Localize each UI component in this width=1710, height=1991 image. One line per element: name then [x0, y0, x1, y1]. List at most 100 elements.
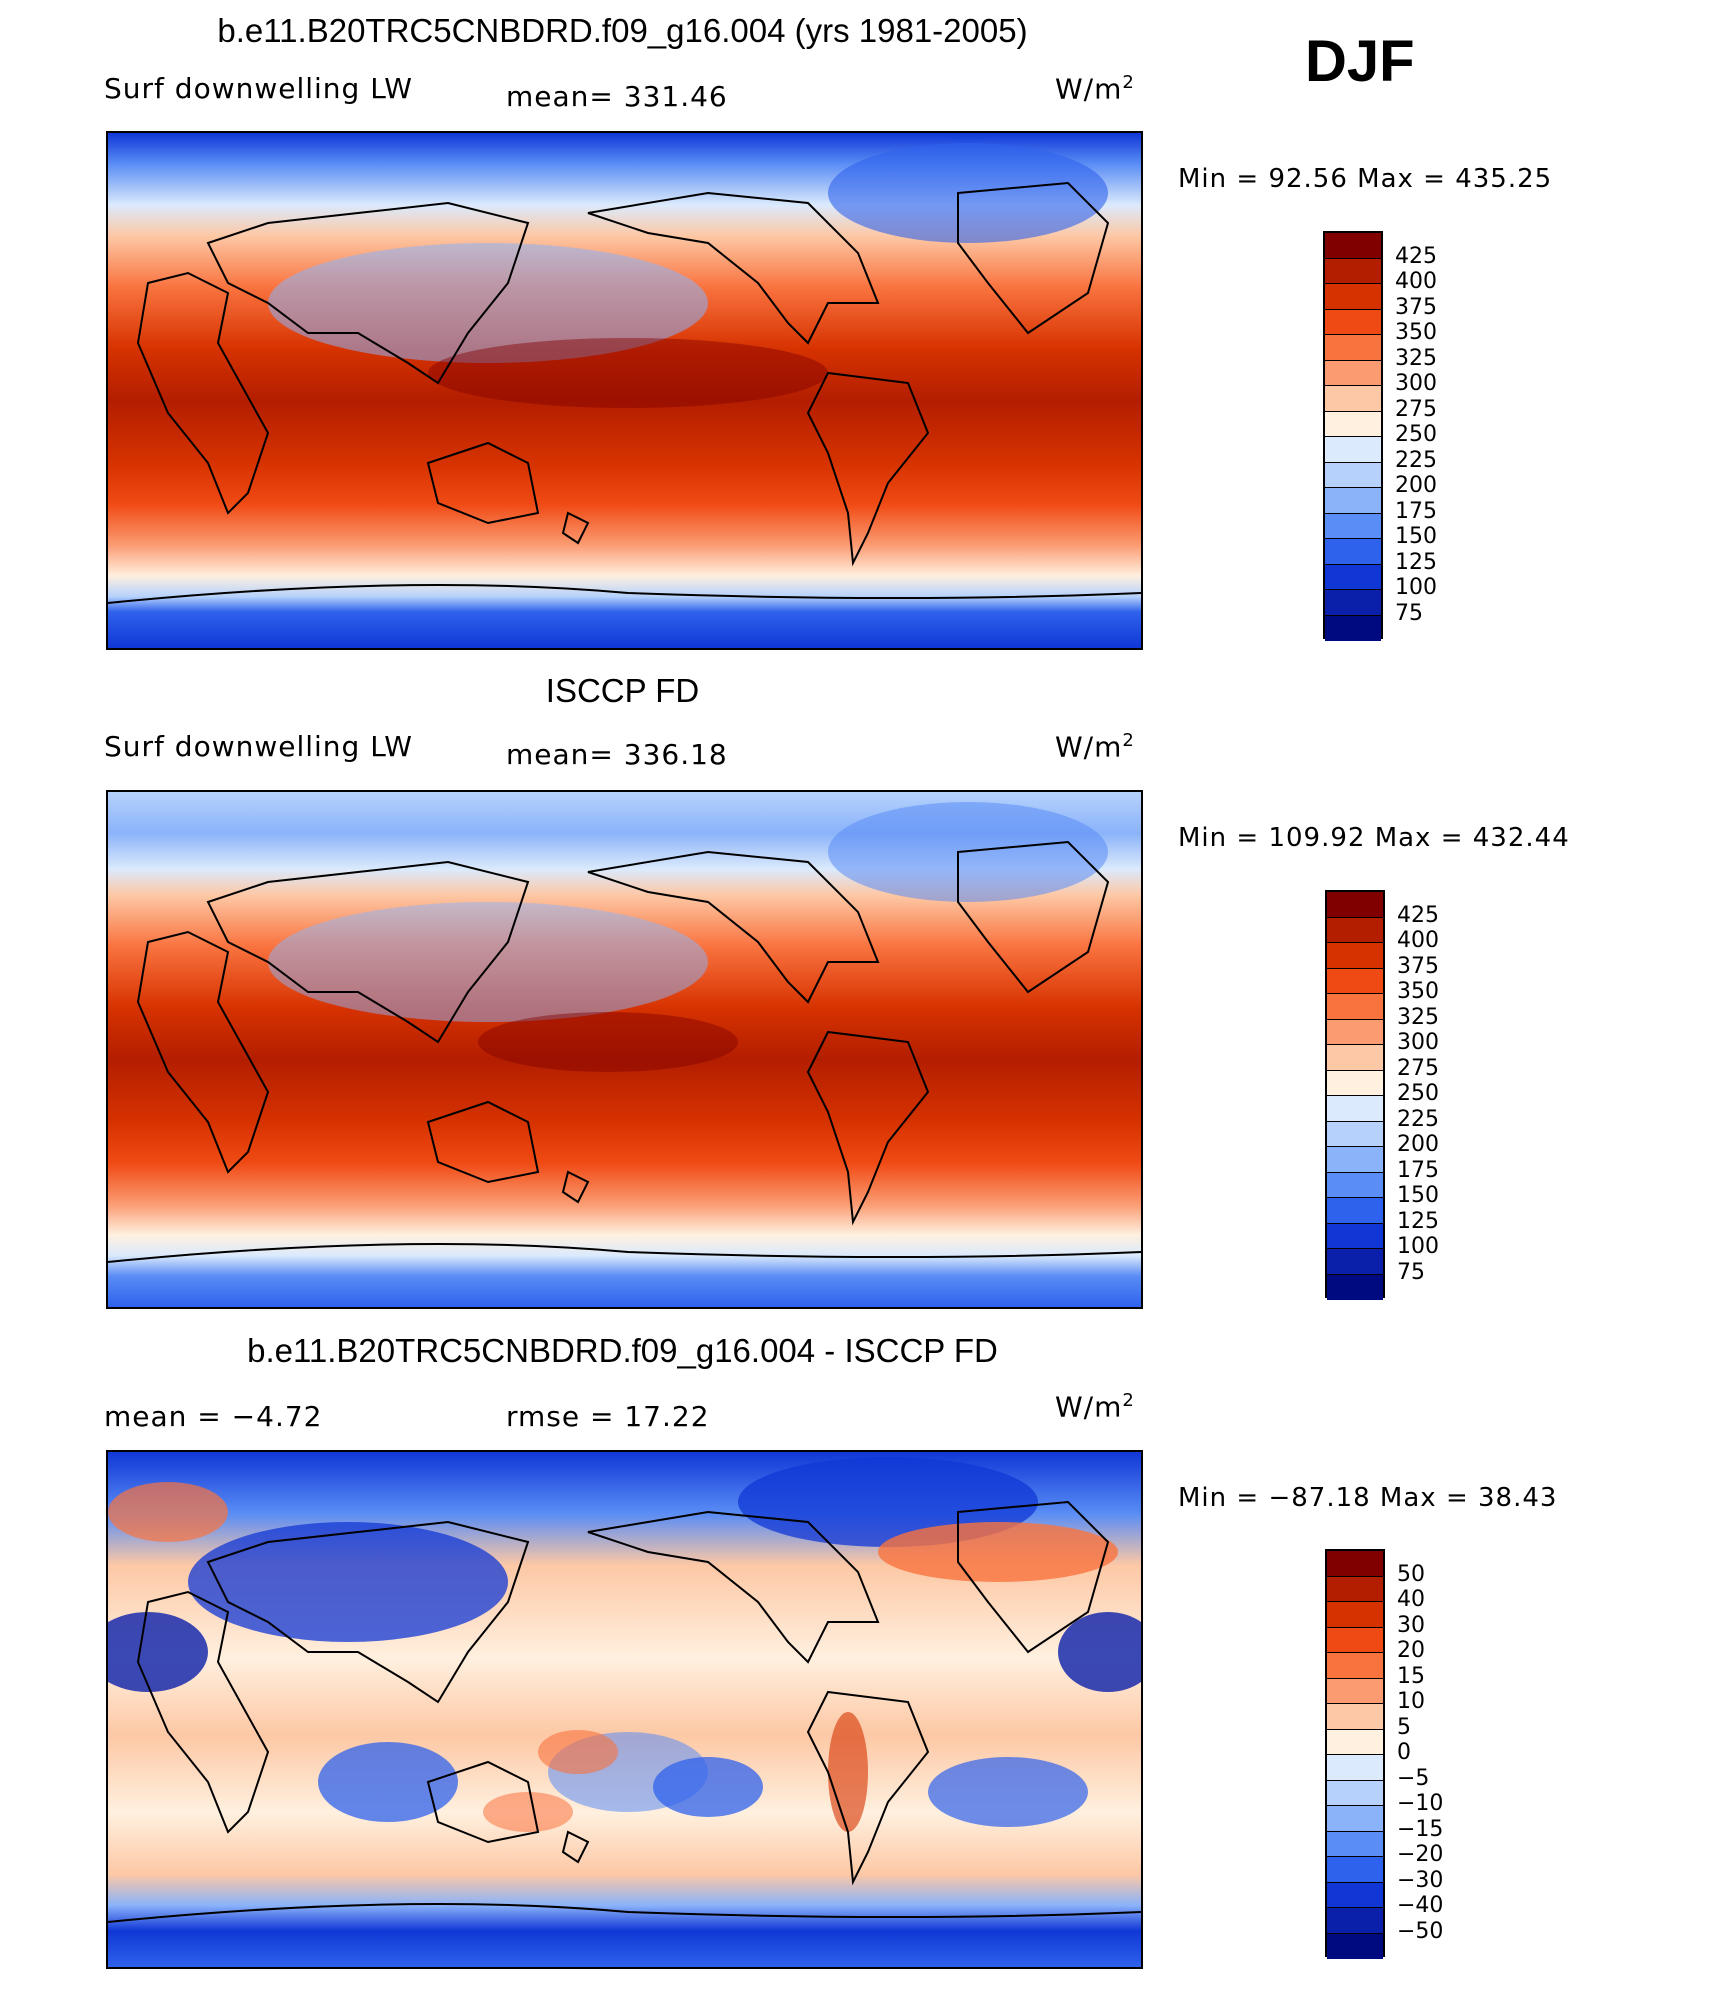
panel-3-colorbar-swatches [1325, 1549, 1385, 1959]
panel-1-variable-label: Surf downwelling LW [104, 72, 413, 105]
colorbar-swatch [1325, 488, 1381, 514]
colorbar-tick-label: 0 [1397, 1740, 1411, 1765]
panel-2-mean-label: mean= 336.18 [506, 738, 728, 771]
panel-3-rmse-label: rmse = 17.22 [506, 1400, 710, 1433]
colorbar-tick-label: 15 [1397, 1663, 1425, 1689]
colorbar-swatch [1325, 233, 1381, 259]
colorbar-tick-label: 425 [1395, 243, 1437, 269]
colorbar-tick-label: 75 [1395, 600, 1423, 626]
colorbar-swatch [1325, 386, 1381, 412]
colorbar-tick-label: 5 [1397, 1714, 1411, 1740]
colorbar-tick-label: 350 [1395, 320, 1437, 345]
colorbar-tick-label: −15 [1397, 1816, 1444, 1842]
colorbar-swatch [1327, 1274, 1383, 1300]
colorbar-tick-label: 200 [1395, 473, 1437, 498]
panel-2-colorbar: 425 400 375 350 325 300 275 250 225 200 175 150 125 1… [1325, 890, 1465, 1300]
colorbar-swatch [1327, 1908, 1383, 1934]
colorbar-swatch [1327, 1070, 1383, 1096]
panel-2-variable-label: Surf downwelling LW [104, 730, 413, 763]
panel-3-colorbar: 50 40 30 20 15 10 5 0 −5 −10 −15 −20 −30 −40 −50 [1325, 1549, 1465, 1959]
colorbar-swatch [1327, 1172, 1383, 1198]
colorbar-tick-label: −20 [1397, 1842, 1444, 1867]
colorbar-tick-label: 400 [1397, 928, 1439, 953]
panel-3-map [106, 1450, 1143, 1969]
colorbar-swatch [1327, 1147, 1383, 1173]
colorbar-tick-label: −30 [1397, 1867, 1444, 1893]
colorbar-swatch [1327, 1806, 1383, 1832]
colorbar-tick-label: −50 [1397, 1918, 1444, 1944]
colorbar-tick-label: 100 [1397, 1234, 1439, 1259]
colorbar-swatch [1327, 1249, 1383, 1275]
panel-1-title: b.e11.B20TRC5CNBDRD.f09_g16.004 (yrs 198… [217, 12, 1028, 49]
colorbar-tick-label: 225 [1397, 1106, 1439, 1132]
colorbar-swatch [1325, 590, 1381, 616]
colorbar-swatch [1327, 1121, 1383, 1147]
colorbar-swatch [1327, 1678, 1383, 1704]
colorbar-swatch [1327, 1857, 1383, 1883]
colorbar-tick-label: 350 [1397, 979, 1439, 1004]
colorbar-swatch [1325, 258, 1381, 284]
colorbar-swatch [1325, 335, 1381, 361]
colorbar-tick-label: 150 [1395, 524, 1437, 549]
colorbar-swatch [1327, 1729, 1383, 1755]
colorbar-tick-label: 30 [1397, 1612, 1425, 1638]
colorbar-tick-label: 425 [1397, 902, 1439, 928]
colorbar-tick-label: −5 [1397, 1765, 1430, 1791]
colorbar-swatch [1327, 892, 1383, 918]
colorbar-swatch [1327, 1831, 1383, 1857]
colorbar-swatch [1327, 917, 1383, 943]
colorbar-tick-label: 250 [1395, 422, 1437, 447]
colorbar-swatch [1325, 411, 1381, 437]
colorbar-tick-label: 275 [1397, 1055, 1439, 1081]
panel-1-map-svg [108, 133, 1141, 648]
panel-2-map-svg [108, 792, 1141, 1307]
colorbar-swatch [1327, 1096, 1383, 1122]
colorbar-swatch [1327, 943, 1383, 969]
colorbar-tick-label: 75 [1397, 1259, 1425, 1285]
colorbar-swatch [1327, 1704, 1383, 1730]
colorbar-tick-label: 375 [1395, 294, 1437, 320]
colorbar-tick-label: 325 [1395, 345, 1437, 371]
colorbar-swatch [1327, 1045, 1383, 1071]
colorbar-tick-label: 50 [1397, 1561, 1425, 1587]
colorbar-tick-label: 125 [1395, 549, 1437, 575]
colorbar-tick-label: 325 [1397, 1004, 1439, 1030]
colorbar-tick-label: 225 [1395, 447, 1437, 473]
colorbar-swatch [1327, 1653, 1383, 1679]
colorbar-swatch [1325, 564, 1381, 590]
colorbar-tick-label: 175 [1397, 1157, 1439, 1183]
colorbar-swatch [1327, 1576, 1383, 1602]
panel-3-minmax: Min = −87.18 Max = 38.43 [1178, 1483, 1558, 1513]
panel-2-map [106, 790, 1143, 1309]
colorbar-tick-label: 300 [1395, 371, 1437, 396]
colorbar-swatch [1327, 1882, 1383, 1908]
colorbar-swatch [1327, 1780, 1383, 1806]
panel-1-colorbar: 425 400 375 350 325 300 275 250 225 200 175 150 125 1… [1323, 231, 1463, 641]
colorbar-tick-label: 150 [1397, 1183, 1439, 1208]
colorbar-swatch [1327, 1627, 1383, 1653]
colorbar-swatch [1327, 1602, 1383, 1628]
panel-1-colorbar-swatches [1323, 231, 1383, 641]
panel-1-map [106, 131, 1143, 650]
colorbar-swatch [1327, 1019, 1383, 1045]
season-label: DJF [1305, 29, 1415, 94]
colorbar-tick-label: 20 [1397, 1638, 1425, 1663]
colorbar-swatch [1327, 968, 1383, 994]
colorbar-swatch [1325, 437, 1381, 463]
colorbar-tick-label: 175 [1395, 498, 1437, 524]
colorbar-swatch [1325, 284, 1381, 310]
panel-2-coastlines [108, 840, 1141, 1263]
colorbar-swatch [1327, 1198, 1383, 1224]
colorbar-tick-label: 375 [1397, 953, 1439, 979]
colorbar-tick-label: 275 [1395, 396, 1437, 422]
colorbar-swatch [1327, 1551, 1383, 1577]
colorbar-tick-label: 40 [1397, 1587, 1425, 1612]
panel-3-mean-label: mean = −4.72 [104, 1400, 323, 1433]
colorbar-swatch [1325, 539, 1381, 565]
colorbar-swatch [1327, 994, 1383, 1020]
colorbar-swatch [1325, 309, 1381, 335]
colorbar-tick-label: 250 [1397, 1081, 1439, 1106]
panel-2-title: ISCCP FD [545, 672, 700, 709]
panel-3-title: b.e11.B20TRC5CNBDRD.f09_g16.004 - ISCCP … [247, 1332, 998, 1369]
colorbar-swatch [1327, 1933, 1383, 1959]
